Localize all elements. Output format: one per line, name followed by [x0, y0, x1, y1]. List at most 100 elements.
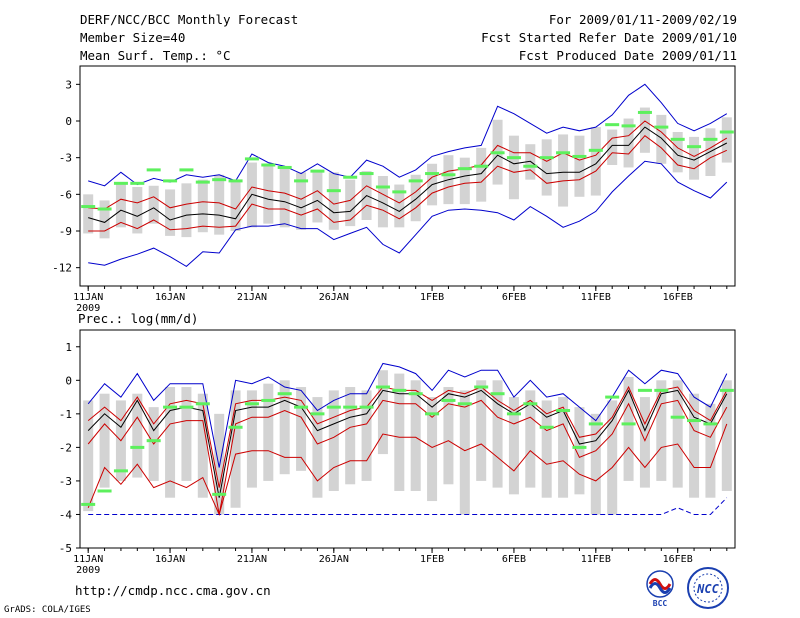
prec-obs-marker: [81, 502, 96, 506]
prec-xtick-label: 16FEB: [663, 554, 693, 565]
prec-spread-bar: [214, 413, 225, 515]
prec-spread-bar: [83, 400, 94, 512]
prec-obs-marker: [113, 469, 128, 473]
temp-obs-marker: [228, 179, 243, 183]
temp-xtick-label: 16FEB: [663, 292, 693, 303]
grads-credit: GrADS: COLA/IGES: [4, 605, 91, 615]
temp-spread-bar: [296, 172, 307, 230]
temp-xtick-label: 1FEB: [420, 292, 444, 303]
prec-obs-marker: [670, 415, 685, 419]
prec-spread-bar: [590, 413, 601, 515]
temp-obs-marker: [212, 178, 227, 182]
temp-obs-marker: [343, 175, 358, 179]
prec-spread-bar: [197, 393, 208, 498]
prec-xtick-label: 1FEB: [420, 554, 444, 565]
temp-obs-marker: [719, 130, 734, 134]
prec-spread-bar: [656, 380, 667, 481]
prec-spread-bar: [246, 390, 257, 488]
prec-spread-bar: [508, 397, 519, 495]
temp-ytick-label: 0: [65, 115, 72, 128]
temp-obs-marker: [457, 167, 472, 171]
temp-spread-bar: [115, 184, 126, 228]
temp-spread-bar: [214, 174, 225, 235]
prec-obs-marker: [277, 392, 292, 396]
prec-obs-marker: [457, 402, 472, 406]
temp-spread-bar: [705, 128, 716, 176]
prec-spread-bar: [525, 390, 536, 488]
prec-mean-line: [87, 389, 728, 498]
prec-obs-marker: [572, 445, 587, 449]
temp-spread-bar: [181, 183, 192, 238]
temp-spread-bar: [83, 194, 94, 234]
temp-obs-marker: [425, 172, 440, 176]
prec-obs-marker: [244, 402, 259, 406]
prec-spread-bar: [132, 393, 143, 478]
temp-lower-line: [88, 135, 728, 232]
temp-spread-bar: [574, 135, 585, 197]
temp-spread-bar: [689, 136, 700, 180]
prec-obs-marker: [310, 412, 325, 416]
temp-obs-marker: [97, 207, 112, 211]
temp-obs-marker: [359, 172, 374, 176]
temp-spread-bar: [476, 147, 487, 202]
temp-obs-marker: [654, 125, 669, 129]
temp-spread-bar: [590, 127, 601, 196]
temp-obs-marker: [81, 205, 96, 209]
temp-xtick-label: 6FEB: [502, 292, 526, 303]
temp-xtick-label: 16JAN: [155, 292, 185, 303]
ncc-logo-text: NCC: [696, 582, 719, 596]
prec-spread-bar: [541, 400, 552, 498]
prec-ytick-label: -2: [59, 441, 72, 454]
temp-obs-marker: [375, 185, 390, 189]
bcc-logo-text: BCC: [653, 599, 668, 608]
temp-spread-bar: [230, 180, 241, 231]
prec-ytick-label: 0: [65, 374, 72, 387]
prec-ytick-label: -5: [59, 542, 72, 555]
temp-obs-marker: [261, 163, 276, 167]
prec-plot-frame: [79, 329, 736, 549]
prec-upper-line: [87, 385, 728, 488]
prec-ytick-label: -1: [59, 408, 72, 421]
temp-obs-marker: [195, 180, 210, 184]
temp-spread-bar: [99, 200, 110, 239]
prec-obs-marker: [212, 492, 227, 496]
prec-spread-bar: [443, 387, 454, 485]
prec-obs-marker: [719, 388, 734, 392]
prec-spread-bar: [492, 380, 503, 488]
prec-spread-bar: [181, 387, 192, 481]
temp-spread-bar: [607, 129, 618, 165]
temp-obs-marker: [539, 156, 554, 160]
temp-spread-bar: [377, 176, 388, 228]
prec-obs-marker: [408, 392, 423, 396]
prec-spread-bar: [296, 387, 307, 471]
member-size-label: Member Size=40: [80, 30, 186, 45]
temp-spread-bar: [656, 114, 667, 164]
temp-ytick-label: -9: [59, 225, 72, 238]
temp-xtick-label: 11JAN: [73, 292, 103, 303]
prec-obs-marker: [163, 405, 178, 409]
source-url[interactable]: http://cmdp.ncc.cma.gov.cn: [75, 583, 271, 598]
temp-spread-bar: [279, 166, 290, 228]
prec-obs-marker: [621, 422, 636, 426]
temp-obs-marker: [621, 124, 636, 128]
prec-obs-marker: [539, 425, 554, 429]
temp-obs-marker: [130, 181, 145, 185]
temp-upper-line: [88, 120, 728, 210]
temp-xtick-year-label: 2009: [76, 303, 100, 314]
prec-obs-marker: [326, 405, 341, 409]
bcc-logo-icon: BCC: [646, 570, 674, 608]
prec-obs-marker: [130, 445, 145, 449]
prec-max-line: [87, 362, 728, 468]
prec-spread-bar: [99, 393, 110, 488]
chart-title: DERF/NCC/BCC Monthly Forecast: [80, 12, 299, 27]
temp-min-line: [88, 160, 728, 268]
temp-obs-marker: [506, 156, 521, 160]
temp-obs-marker: [637, 110, 652, 114]
prec-spread-bar: [672, 380, 683, 488]
prec-obs-marker: [179, 405, 194, 409]
temp-spread-bar: [132, 187, 143, 234]
temp-obs-marker: [392, 190, 407, 194]
temp-obs-marker: [490, 151, 505, 155]
temp-xtick-label: 11FEB: [581, 292, 611, 303]
temp-spread-bar: [721, 117, 732, 163]
